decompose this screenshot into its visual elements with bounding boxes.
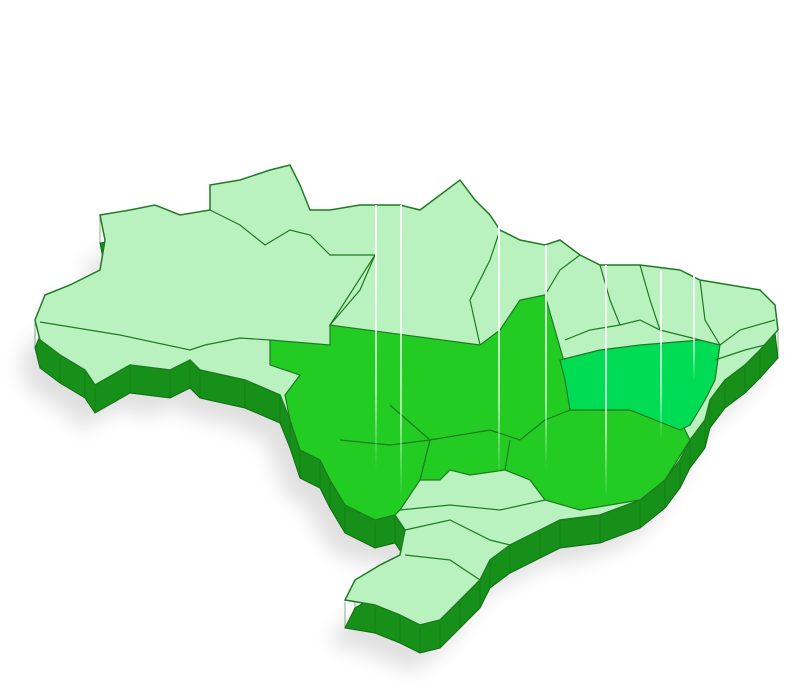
light-beam — [605, 265, 607, 500]
light-beam — [400, 205, 402, 500]
light-beam — [545, 245, 547, 470]
light-beams — [375, 205, 695, 500]
light-beam — [660, 270, 662, 440]
state-borders — [39, 209, 776, 581]
light-beam — [693, 275, 695, 380]
light-beam — [498, 225, 500, 480]
light-beam — [375, 205, 377, 470]
